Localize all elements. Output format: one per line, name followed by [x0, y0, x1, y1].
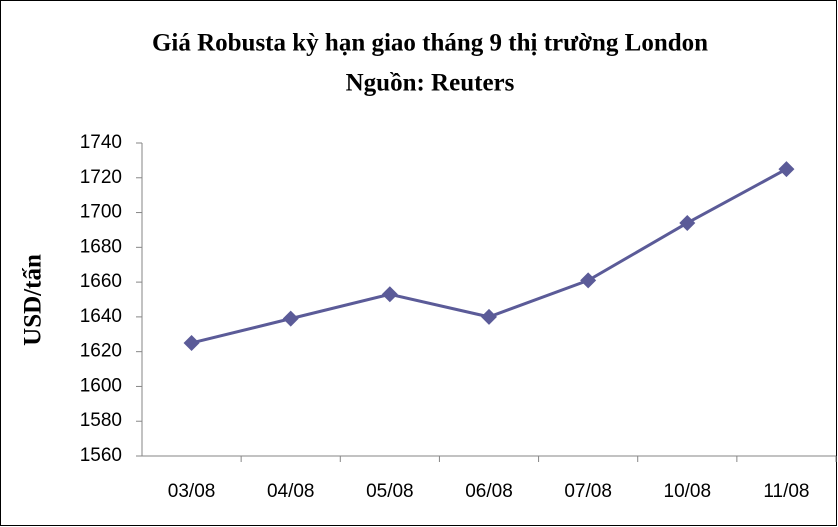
- y-tick-label: 1560: [80, 445, 122, 466]
- y-tick-label: 1680: [80, 236, 122, 257]
- point-marker: [481, 308, 497, 325]
- point-marker: [580, 272, 597, 289]
- y-tick-label: 1660: [80, 271, 122, 292]
- x-tick-label: 03/08: [168, 481, 216, 502]
- y-axis-label: USD/tấn: [20, 254, 47, 346]
- y-tick-label: 1700: [80, 202, 122, 223]
- x-tick-label: 11/08: [763, 481, 809, 502]
- point-marker: [183, 334, 200, 351]
- y-tick-label: 1580: [80, 410, 122, 431]
- x-tick-label: 06/08: [465, 481, 513, 502]
- x-tick-label: 07/08: [564, 481, 612, 502]
- y-tick-label: 1720: [80, 167, 122, 188]
- y-tick-label: 1640: [80, 306, 122, 327]
- y-tick-label: 1600: [80, 375, 122, 396]
- y-tick-label: 1740: [80, 132, 122, 153]
- y-tick-label: 1620: [80, 341, 122, 362]
- point-marker: [679, 214, 696, 231]
- chart-title: Giá Robusta kỳ hạn giao tháng 9 thị trườ…: [152, 30, 708, 57]
- point-marker: [282, 310, 299, 327]
- x-tick-label: 05/08: [366, 481, 414, 502]
- x-tick-label: 04/08: [267, 481, 315, 502]
- chart-subtitle: Nguồn: Reuters: [346, 70, 515, 97]
- point-marker: [778, 161, 795, 178]
- x-tick-label: 10/08: [664, 481, 712, 502]
- point-marker: [381, 286, 398, 303]
